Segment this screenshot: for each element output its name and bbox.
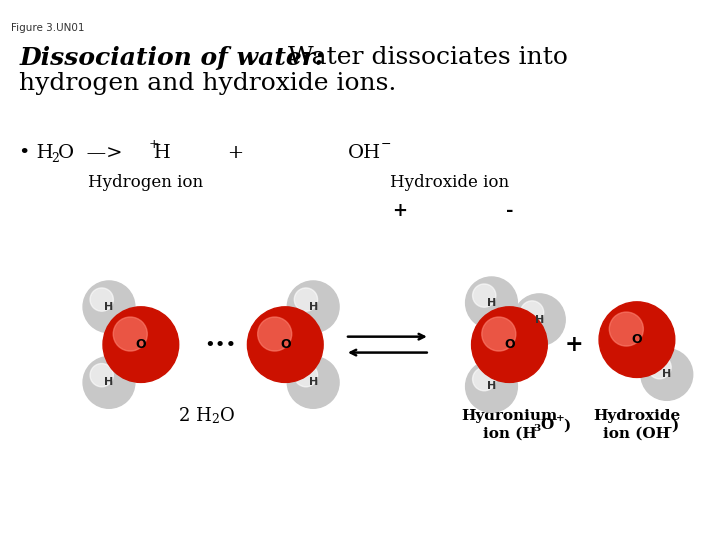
- Text: H: H: [104, 302, 114, 312]
- Circle shape: [294, 363, 318, 387]
- Text: O: O: [135, 338, 146, 351]
- Text: +: +: [392, 202, 408, 220]
- Text: H: H: [487, 381, 496, 391]
- Circle shape: [609, 312, 644, 346]
- Circle shape: [521, 301, 544, 324]
- Circle shape: [90, 363, 113, 387]
- Text: H: H: [662, 369, 672, 380]
- Text: H: H: [309, 302, 318, 312]
- Text: Hydroxide ion: Hydroxide ion: [390, 174, 509, 192]
- Circle shape: [641, 349, 693, 400]
- Text: Hydronium
ion (H: Hydronium ion (H: [462, 409, 557, 441]
- Text: Hydroxide
ion (OH: Hydroxide ion (OH: [593, 409, 680, 441]
- Text: O: O: [504, 338, 515, 351]
- Text: •••: •••: [204, 336, 237, 354]
- Text: +: +: [149, 138, 159, 151]
- Circle shape: [90, 288, 113, 311]
- Text: ): ): [671, 418, 678, 432]
- Text: O: O: [631, 333, 642, 346]
- Text: 2 H: 2 H: [179, 407, 212, 426]
- Text: 2: 2: [51, 152, 59, 165]
- Text: Figure 3.UN01: Figure 3.UN01: [12, 23, 85, 33]
- Circle shape: [287, 356, 339, 408]
- Circle shape: [248, 307, 323, 382]
- Circle shape: [103, 307, 179, 382]
- Text: OH: OH: [348, 144, 381, 161]
- Circle shape: [287, 281, 339, 333]
- Text: 2: 2: [212, 413, 220, 426]
- Circle shape: [472, 368, 496, 391]
- Circle shape: [83, 281, 135, 333]
- Text: O: O: [280, 338, 291, 351]
- Text: hydrogen and hydroxide ions.: hydrogen and hydroxide ions.: [19, 72, 397, 95]
- Circle shape: [513, 294, 565, 346]
- Text: H: H: [309, 377, 318, 387]
- Text: O: O: [540, 418, 554, 432]
- Text: ): ): [563, 418, 570, 432]
- Text: −: −: [664, 424, 672, 433]
- Text: O: O: [220, 407, 234, 426]
- Text: -: -: [505, 202, 513, 220]
- Text: 3: 3: [534, 424, 541, 433]
- Circle shape: [466, 361, 518, 412]
- Circle shape: [294, 288, 318, 311]
- Text: +: +: [184, 144, 244, 161]
- Circle shape: [83, 356, 135, 408]
- Text: H: H: [535, 315, 544, 325]
- Circle shape: [482, 317, 516, 351]
- Text: −: −: [381, 138, 392, 151]
- Circle shape: [472, 284, 496, 307]
- Text: +: +: [557, 414, 565, 423]
- Circle shape: [599, 302, 675, 377]
- Text: Water dissociates into: Water dissociates into: [280, 46, 568, 69]
- Text: • H: • H: [19, 144, 54, 161]
- Circle shape: [113, 317, 148, 351]
- Text: H: H: [104, 377, 114, 387]
- Circle shape: [472, 307, 547, 382]
- Circle shape: [258, 317, 292, 351]
- Circle shape: [466, 277, 518, 329]
- Circle shape: [648, 355, 671, 379]
- Text: Hydrogen ion: Hydrogen ion: [89, 174, 203, 192]
- Text: O  —>     H: O —> H: [58, 144, 171, 161]
- Text: +: +: [565, 334, 583, 356]
- Text: H: H: [487, 298, 496, 308]
- Text: Dissociation of water:: Dissociation of water:: [19, 46, 325, 70]
